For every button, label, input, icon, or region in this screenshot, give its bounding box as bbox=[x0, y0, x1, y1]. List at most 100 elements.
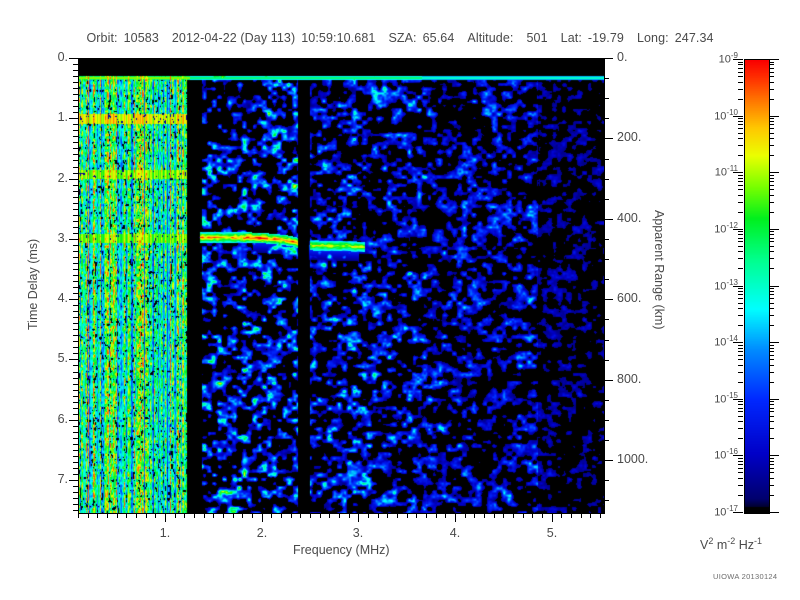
colorbar-minor-tick-left bbox=[738, 359, 743, 360]
altitude-value: 501 bbox=[526, 31, 548, 45]
colorbar-tick-label: 10-13 bbox=[682, 278, 738, 293]
y-axis-minor-tick bbox=[73, 390, 78, 391]
colorbar-tick-label: 10-9 bbox=[682, 51, 738, 66]
right-axis-title: Apparent Range (km) bbox=[652, 210, 666, 330]
y-axis-minor-tick bbox=[73, 124, 78, 125]
colorbar-minor-tick-left bbox=[738, 246, 743, 247]
unit-v: V bbox=[700, 538, 709, 553]
colorbar-minor-tick bbox=[769, 365, 774, 366]
colorbar-minor-tick bbox=[769, 68, 774, 69]
colorbar-minor-tick-left bbox=[738, 355, 743, 356]
x-axis-major-tick bbox=[455, 513, 456, 522]
y-axis-minor-tick bbox=[73, 504, 78, 505]
colorbar-minor-tick-left bbox=[738, 62, 743, 63]
x-axis-minor-tick bbox=[474, 513, 475, 518]
colorbar-gradient bbox=[745, 60, 769, 513]
colorbar-minor-tick-left bbox=[738, 189, 743, 190]
x-axis-minor-tick bbox=[416, 513, 417, 518]
y-axis-minor-tick bbox=[73, 245, 78, 246]
y-axis-minor-tick bbox=[73, 396, 78, 397]
x-axis-minor-tick bbox=[146, 513, 147, 518]
x-axis-minor-tick bbox=[590, 513, 591, 518]
colorbar-tick-exponent: -14 bbox=[726, 334, 738, 343]
y-axis-minor-tick bbox=[73, 100, 78, 101]
colorbar-tick-label: 10-17 bbox=[682, 504, 738, 519]
x-axis-minor-tick bbox=[378, 513, 379, 518]
colorbar-minor-tick-left bbox=[738, 121, 743, 122]
x-axis-minor-tick bbox=[136, 513, 137, 518]
colorbar-minor-tick-left bbox=[738, 99, 743, 100]
y-axis-minor-tick bbox=[73, 227, 78, 228]
x-axis-minor-tick bbox=[233, 513, 234, 518]
y-axis-tick-label: 2. bbox=[57, 171, 68, 185]
y-axis-minor-tick bbox=[73, 335, 78, 336]
y-axis-minor-tick bbox=[73, 510, 78, 511]
colorbar-tick-label: 10-15 bbox=[682, 391, 738, 406]
colorbar-tick-exponent: -16 bbox=[726, 447, 738, 456]
right-axis-minor-tick bbox=[604, 78, 609, 79]
colorbar-tick-exponent: -13 bbox=[726, 278, 738, 287]
x-axis-tick-label: 4. bbox=[449, 526, 461, 540]
colorbar-tick-mantissa: 10 bbox=[714, 393, 727, 406]
colorbar-minor-tick bbox=[769, 458, 774, 459]
x-axis-tick-label: 5. bbox=[546, 526, 558, 540]
colorbar-major-tick-left bbox=[733, 512, 743, 513]
colorbar-minor-tick-left bbox=[738, 64, 743, 65]
colorbar-minor-tick bbox=[769, 64, 774, 65]
colorbar-minor-tick-left bbox=[738, 472, 743, 473]
x-axis-minor-tick bbox=[281, 513, 282, 518]
right-axis-major-tick bbox=[604, 219, 613, 220]
colorbar-minor-tick-left bbox=[738, 348, 743, 349]
y-axis-minor-tick bbox=[73, 142, 78, 143]
y-axis-minor-tick bbox=[73, 130, 78, 131]
colorbar-minor-tick bbox=[769, 348, 774, 349]
x-axis-minor-tick bbox=[484, 513, 485, 518]
colorbar-minor-tick-left bbox=[738, 485, 743, 486]
x-axis-tick-label: 2. bbox=[256, 526, 268, 540]
colorbar-unit-label: V2 m-2 Hz-1 bbox=[700, 536, 762, 552]
x-axis-minor-tick bbox=[97, 513, 98, 518]
x-axis-minor-tick bbox=[78, 513, 79, 518]
colorbar-minor-tick bbox=[769, 404, 774, 405]
colorbar-tick-mantissa: 10 bbox=[714, 506, 727, 519]
colorbar-minor-tick bbox=[769, 411, 774, 412]
colorbar-minor-tick bbox=[769, 118, 774, 119]
y-axis-minor-tick bbox=[73, 70, 78, 71]
right-axis-major-tick bbox=[604, 58, 613, 59]
colorbar-minor-tick-left bbox=[738, 308, 743, 309]
colorbar-minor-tick bbox=[769, 303, 774, 304]
y-axis-minor-tick bbox=[73, 347, 78, 348]
colorbar-minor-tick bbox=[769, 175, 774, 176]
y-axis-minor-tick bbox=[73, 148, 78, 149]
right-axis-tick-label: 600. bbox=[617, 291, 642, 305]
colorbar-minor-tick bbox=[769, 351, 774, 352]
colorbar-minor-tick-left bbox=[738, 401, 743, 402]
y-axis-minor-tick bbox=[73, 456, 78, 457]
y-axis-minor-tick bbox=[73, 263, 78, 264]
colorbar-minor-tick-left bbox=[738, 291, 743, 292]
x-axis-minor-tick bbox=[349, 513, 350, 518]
x-axis-minor-tick bbox=[320, 513, 321, 518]
x-axis-minor-tick bbox=[436, 513, 437, 518]
colorbar-minor-tick-left bbox=[738, 421, 743, 422]
lat-label: Lat: bbox=[560, 31, 582, 45]
colorbar-minor-tick bbox=[769, 231, 774, 232]
y-axis-minor-tick bbox=[73, 486, 78, 487]
x-axis-tick-label: 1. bbox=[159, 526, 171, 540]
y-axis-tick-label: 0. bbox=[57, 50, 68, 64]
y-axis-tick-label: 3. bbox=[57, 231, 68, 245]
right-axis-tick-label: 0. bbox=[617, 50, 628, 64]
colorbar-minor-tick-left bbox=[738, 124, 743, 125]
colorbar-tick-label: 10-16 bbox=[682, 447, 738, 462]
sza-label: SZA: bbox=[388, 31, 417, 45]
right-axis-minor-tick bbox=[604, 340, 609, 341]
colorbar-minor-tick-left bbox=[738, 345, 743, 346]
y-axis-minor-tick bbox=[73, 402, 78, 403]
colorbar-minor-tick-left bbox=[738, 325, 743, 326]
colorbar-minor-tick-left bbox=[738, 365, 743, 366]
colorbar-minor-tick bbox=[769, 291, 774, 292]
colorbar-minor-tick bbox=[769, 189, 774, 190]
colorbar-minor-tick bbox=[769, 438, 774, 439]
right-axis-minor-tick bbox=[604, 199, 609, 200]
y-axis-tick-label: 7. bbox=[57, 472, 68, 486]
